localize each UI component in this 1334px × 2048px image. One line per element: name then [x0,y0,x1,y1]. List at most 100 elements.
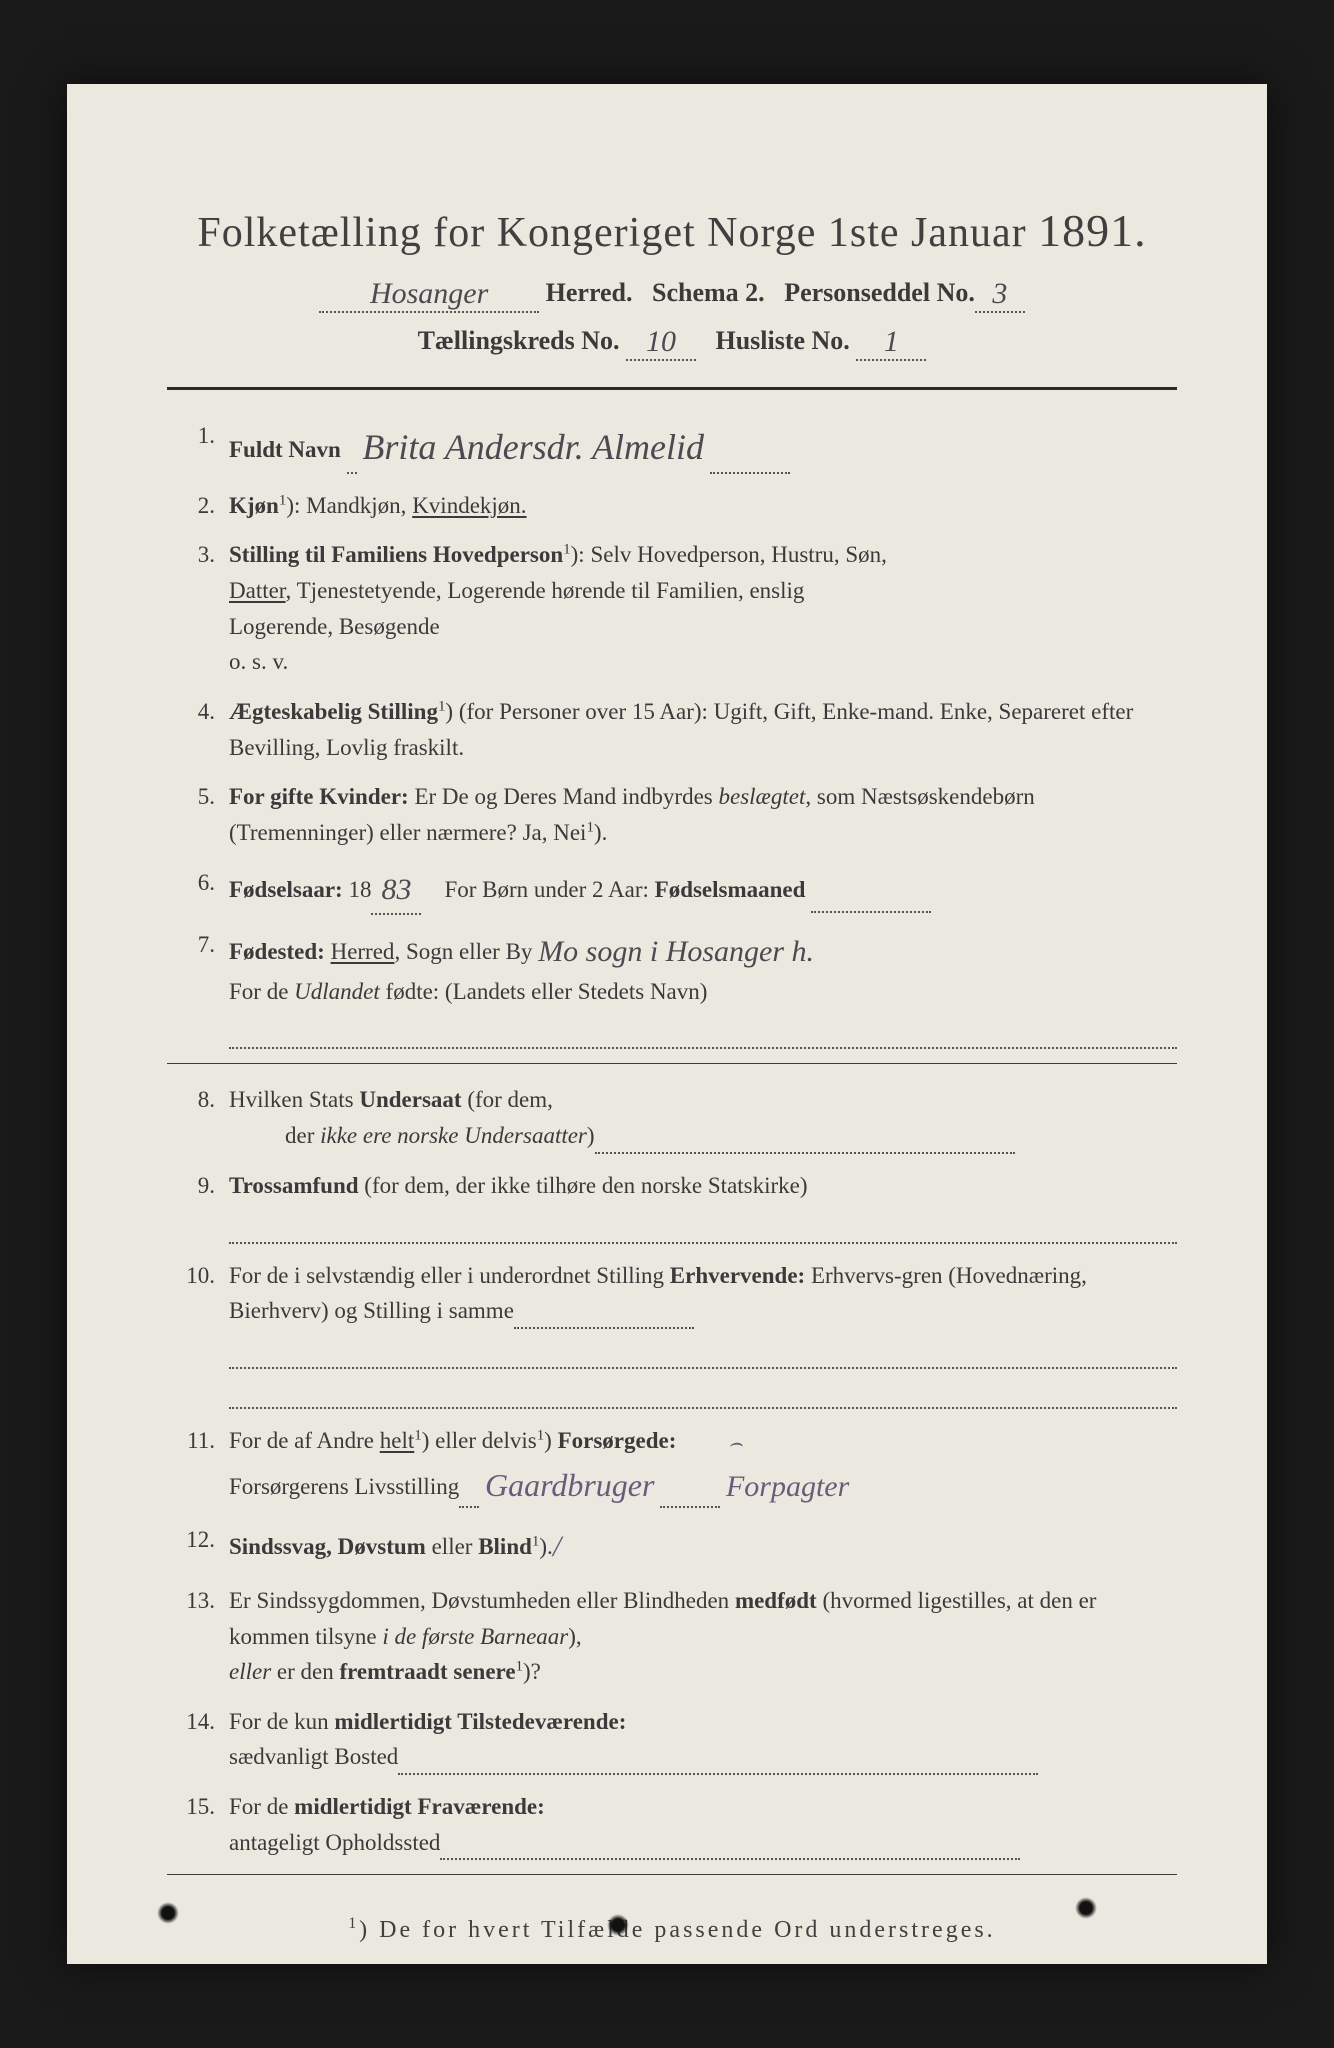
kreds-value: 10 [626,325,696,361]
f11-value2: Forpagter [726,1470,849,1503]
field-4-marital: Ægteskabelig Stilling1) (for Personer ov… [167,694,1177,765]
schema-label: Schema 2. [652,278,765,307]
blank-line [229,1375,1177,1409]
f3-line1: Selv Hovedperson, Hustru, Søn, [590,542,886,567]
f14-text: For de kun [229,1709,334,1734]
f14-line2: sædvanligt Bosted [229,1744,398,1769]
f7-selected: Herred [331,939,395,964]
f12-bold2: Blind [478,1534,532,1559]
field-11-supported: For de af Andre helt1) eller delvis1) Fo… [167,1423,1177,1508]
footnote-ref: 1 [586,819,593,835]
f5-text1: Er De og Deres Mand indbyrdes [414,784,718,809]
field-14-visiting: For de kun midlertidigt Tilstedeværende:… [167,1704,1177,1775]
f8-italic: ikke ere norske Undersaatter [320,1123,587,1148]
header-row-2: Tællingskreds No. 10 Husliste No. 1 [167,323,1177,359]
f13-line3a: eller [229,1659,271,1684]
f1-label: Fuldt Navn [229,437,341,462]
f3-line4: o. s. v. [229,649,288,674]
f8-bold: Undersaat [359,1087,461,1112]
f12-bold: Sindssvag, Døvstum [229,1534,426,1559]
herred-label: Herred. [546,278,633,307]
footnote-ref: 1 [438,698,445,714]
f5-label: For gifte Kvinder: [229,784,409,809]
f3-line2: , Tjenestetyende, Logerende hørende til … [286,578,805,603]
herred-value: Hosanger [319,277,539,313]
flourish-mark: ⌢ [728,1430,742,1455]
field-15-absent: For de midlertidigt Fraværende: antageli… [167,1789,1177,1860]
f1-value: Brita Andersdr. Almelid [362,427,704,467]
footnote: 1) De for hvert Tilfælde passende Ord un… [167,1915,1177,1944]
footnote-ref: 1 [563,542,570,558]
f7-line2: For de [229,979,294,1004]
f11-bold: Forsørgede: [552,1428,677,1453]
footnote-ref: 1 [537,1428,544,1444]
f3-selected: Datter [229,578,286,603]
f15-text: For de [229,1794,294,1819]
form-fields-list-2: Hvilken Stats Undersaat (for dem, der ik… [167,1082,1177,1860]
f14-bold: midlertidigt Tilstedeværende: [334,1709,626,1734]
f13-text3: ), [568,1624,581,1649]
f7-text1: , Sogn eller By [394,939,532,964]
f3-label: Stilling til Familiens Hovedperson [229,542,563,567]
blank-line [229,1209,1177,1243]
f6-label: Fødselsaar: [229,877,343,902]
husliste-label: Husliste No. [715,326,849,355]
footnote-text: De for hvert Tilfælde passende Ord under… [379,1917,996,1943]
f8-line2: der [285,1123,320,1148]
f6-text2: For Børn under 2 Aar: [444,877,654,902]
field-6-birthyear: Fødselsaar: 1883 For Børn under 2 Aar: F… [167,865,1177,914]
f13-text1: Er Sindssygdommen, Døvstumheden eller Bl… [229,1588,735,1613]
f8-text2: (for dem, [462,1087,553,1112]
f11-line2: Forsørgerens Livsstilling [229,1474,459,1499]
f9-text: (for dem, der ikke tilhøre den norske St… [359,1173,808,1198]
f8-text1: Hvilken Stats [229,1087,359,1112]
f2-label: Kjøn [229,493,279,518]
ink-spot [607,1914,629,1936]
f13-bold1: medfødt [735,1588,817,1613]
field-13-congenital: Er Sindssygdommen, Døvstumheden eller Bl… [167,1583,1177,1690]
footnote-ref: 1 [516,1659,523,1675]
f5-italic: beslægtet [718,784,805,809]
field-7-birthplace: Fødested: Herred, Sogn eller By Mo sogn … [167,927,1177,1049]
personseddel-label: Personseddel No. [784,278,975,307]
f11-value: Gaardbruger [485,1467,654,1503]
f15-line2: antageligt Opholdssted [229,1830,440,1855]
f13-line3b: er den [271,1659,339,1684]
f3-line3: Logerende, Besøgende [229,614,440,639]
ink-spot [1075,1897,1097,1919]
field-5-related: For gifte Kvinder: Er De og Deres Mand i… [167,779,1177,850]
census-form-page: Folketælling for Kongeriget Norge 1ste J… [67,84,1267,1964]
field-2-sex: Kjøn1): Mandkjøn, Kvindekjøn. [167,488,1177,524]
divider-top [167,387,1177,390]
footnote-ref: 1 [279,492,286,508]
f6-label2: Fødselsmaaned [655,877,806,902]
f11-text1: For de af Andre [229,1428,380,1453]
f7-value: Mo sogn i Hosanger h. [538,935,814,968]
ink-spot [157,1902,179,1924]
divider-bottom [167,1874,1177,1875]
f10-bold: Erhvervende: [670,1263,805,1288]
slash-mark: / [553,1530,561,1563]
f13-bold2: fremtraadt senere [339,1659,515,1684]
footnote-ref: 1 [414,1428,421,1444]
personseddel-value: 3 [975,277,1025,313]
form-fields-list: Fuldt Navn Brita Andersdr. Almelid Kjøn1… [167,418,1177,1049]
footnote-marker: 1 [348,1915,359,1932]
title-year: 1891. [1038,205,1147,256]
f10-text1: For de i selvstændig eller i underordnet… [229,1263,670,1288]
f11-sel: helt [380,1428,415,1453]
f13-italic: i de første Barneaar [382,1624,568,1649]
form-title: Folketælling for Kongeriget Norge 1ste J… [167,204,1177,257]
f9-bold: Trossamfund [229,1173,359,1198]
f12-text: eller [426,1534,478,1559]
f6-prefix: 18 [348,877,371,902]
f7-italic: Udlandet [294,979,380,1004]
field-3-relation: Stilling til Familiens Hovedperson1): Se… [167,537,1177,680]
f2-options: Mandkjøn, [306,493,412,518]
field-9-religion: Trossamfund (for dem, der ikke tilhøre d… [167,1168,1177,1244]
title-text: Folketælling for Kongeriget Norge 1ste J… [197,210,1026,256]
footnote-ref: 1 [532,1534,539,1550]
header-row-1: Hosanger Herred. Schema 2. Personseddel … [167,275,1177,311]
blank-line [229,1015,1177,1049]
field-12-disability: Sindssvag, Døvstum eller Blind1)./ [167,1522,1177,1569]
